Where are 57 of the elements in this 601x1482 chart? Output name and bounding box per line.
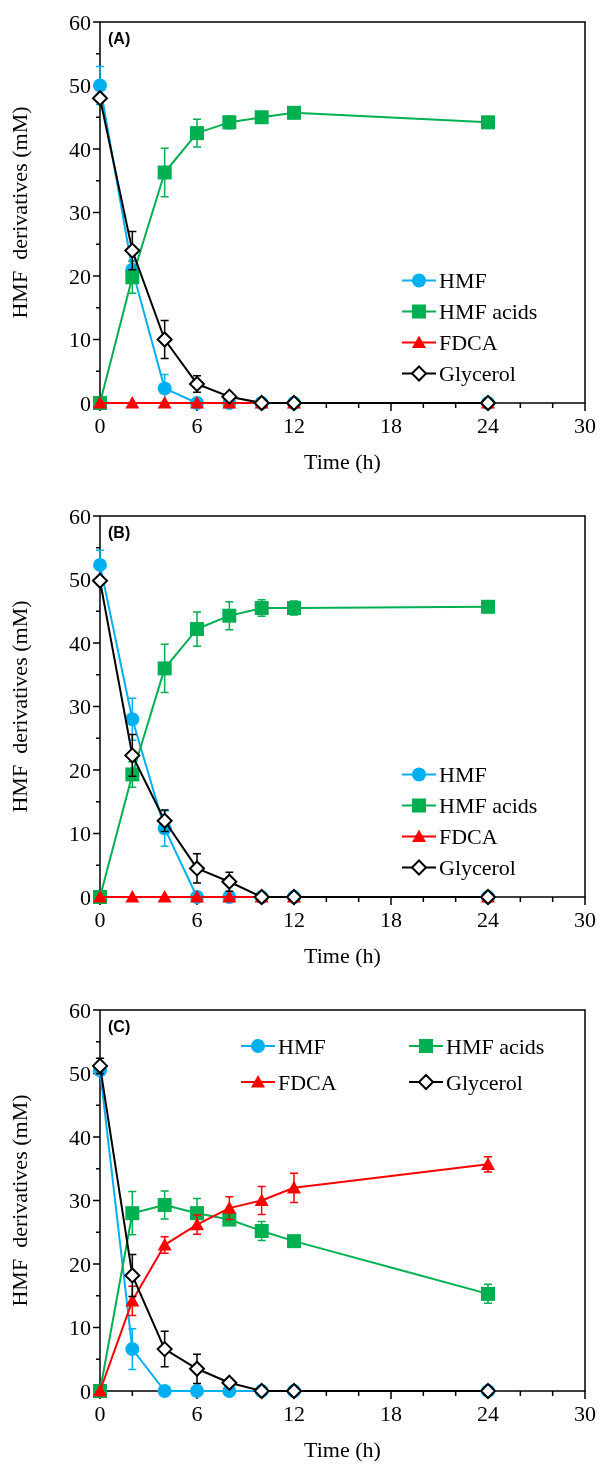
y-tick-label: 60 — [69, 503, 91, 529]
x-tick-label: 18 — [380, 413, 402, 438]
y-tick-label: 50 — [69, 1061, 91, 1087]
legend-label: HMF acids — [439, 299, 538, 325]
x-tick-label: 24 — [477, 1401, 499, 1426]
y-tick-label: 50 — [69, 567, 91, 593]
y-tick-label: 10 — [69, 327, 91, 353]
legend-label: FDCA — [439, 330, 498, 356]
y-tick-label: 20 — [69, 1251, 91, 1277]
y-tick-label: 20 — [69, 263, 91, 289]
x-axis-title: Time (h) — [304, 943, 381, 968]
x-tick-label: 30 — [574, 907, 596, 932]
legend-label: Glycerol — [439, 855, 516, 881]
legend-label: HMF — [439, 762, 487, 788]
legend-label: HMF — [439, 268, 487, 294]
y-tick-label: 30 — [69, 694, 91, 720]
annotation: (B) — [108, 524, 131, 541]
legend-label: FDCA — [439, 824, 498, 850]
y-tick-label: 40 — [69, 1124, 91, 1150]
legend-label: HMF acids — [439, 793, 538, 819]
x-tick-label: 30 — [574, 1401, 596, 1426]
y-tick-label: 0 — [80, 390, 91, 416]
x-tick-label: 6 — [191, 413, 203, 438]
y-tick-label: 0 — [80, 1378, 91, 1404]
y-tick-label: 10 — [69, 1315, 91, 1341]
y-tick-label: 50 — [69, 73, 91, 99]
y-axis-title: HMF derivatives (mM) — [7, 106, 32, 319]
y-tick-label: 10 — [69, 821, 91, 847]
y-tick-label: 0 — [80, 884, 91, 910]
y-tick-label: 60 — [69, 9, 91, 35]
y-tick-label: 20 — [69, 757, 91, 783]
y-axis-title: HMF derivatives (mM) — [7, 1094, 32, 1307]
legend-label: HMF — [278, 1033, 326, 1059]
x-tick-label: 6 — [191, 1401, 203, 1426]
x-tick-label: 12 — [283, 1401, 305, 1426]
x-tick-label: 18 — [380, 907, 402, 932]
x-tick-label: 24 — [477, 907, 499, 932]
y-tick-label: 40 — [69, 136, 91, 162]
legend-label: HMF acids — [446, 1033, 545, 1059]
x-tick-label: 12 — [283, 907, 305, 932]
x-tick-label: 6 — [191, 907, 203, 932]
annotation: (C) — [108, 1018, 131, 1035]
y-tick-label: 30 — [69, 1188, 91, 1214]
legend-label: FDCA — [278, 1069, 337, 1095]
x-axis-title: Time (h) — [304, 1437, 381, 1462]
x-tick-label: 24 — [477, 413, 499, 438]
y-tick-label: 60 — [69, 997, 91, 1023]
y-axis-title: HMF derivatives (mM) — [7, 600, 32, 813]
x-axis-title: Time (h) — [304, 449, 381, 474]
annotation: (A) — [108, 30, 131, 47]
legend-label: Glycerol — [439, 361, 516, 387]
y-tick-label: 30 — [69, 200, 91, 226]
y-tick-label: 40 — [69, 630, 91, 656]
x-tick-label: 30 — [574, 413, 596, 438]
x-tick-label: 18 — [380, 1401, 402, 1426]
legend-label: Glycerol — [446, 1069, 523, 1095]
x-tick-label: 12 — [283, 413, 305, 438]
